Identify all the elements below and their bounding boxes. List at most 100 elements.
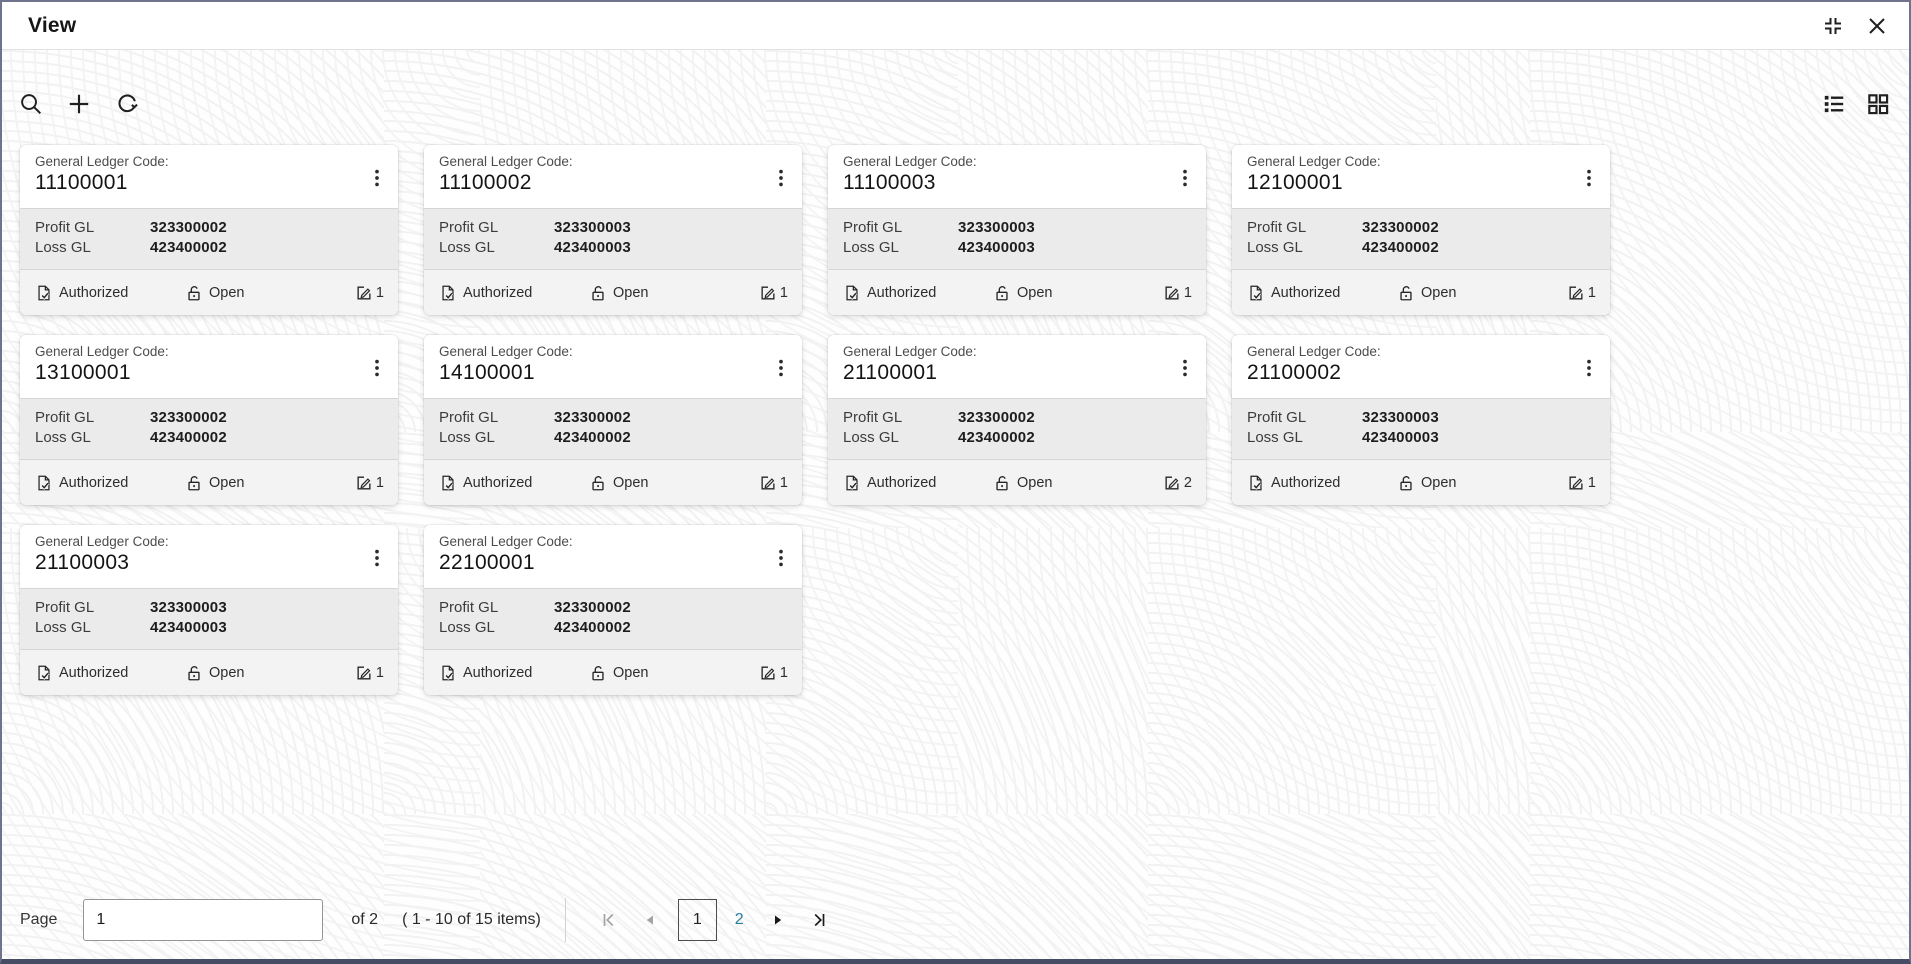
profit-gl-value: 323300003	[554, 219, 631, 236]
edit-count: 1	[759, 284, 788, 302]
gl-card[interactable]: General Ledger Code: 21100003 Profit GL …	[20, 525, 398, 695]
previous-page-button[interactable]	[634, 903, 668, 937]
kebab-menu-icon	[366, 355, 388, 381]
gl-card[interactable]: General Ledger Code: 11100003 Profit GL …	[828, 145, 1206, 315]
search-icon	[18, 91, 44, 117]
kebab-menu-icon	[770, 545, 792, 571]
kebab-menu-button[interactable]	[1170, 161, 1200, 195]
card-header: General Ledger Code: 12100001	[1232, 145, 1610, 208]
gl-card[interactable]: General Ledger Code: 12100001 Profit GL …	[1232, 145, 1610, 315]
gl-code-value: 11100001	[35, 171, 128, 194]
card-footer: Authorized Open	[424, 270, 802, 315]
gl-card[interactable]: General Ledger Code: 14100001 Profit GL …	[424, 335, 802, 505]
pagination-divider	[564, 898, 566, 942]
gl-code-value: 21100001	[843, 361, 938, 384]
edit-icon	[355, 664, 373, 682]
kebab-menu-button[interactable]	[1574, 351, 1604, 385]
kebab-menu-icon	[770, 165, 792, 191]
gl-code-value: 13100001	[35, 361, 131, 384]
current-page-indicator[interactable]: 1	[677, 899, 717, 941]
edit-icon	[355, 474, 373, 492]
kebab-menu-button[interactable]	[766, 541, 796, 575]
record-status-label: Open	[613, 474, 649, 491]
loss-gl-label: Loss GL	[439, 429, 495, 446]
gl-code-label: General Ledger Code:	[843, 154, 977, 169]
gl-card[interactable]: General Ledger Code: 13100001 Profit GL …	[20, 335, 398, 505]
toolbar	[2, 50, 1909, 129]
card-header: General Ledger Code: 13100001	[20, 335, 398, 398]
page-2-link[interactable]: 2	[729, 907, 750, 933]
authorized-icon	[439, 474, 457, 492]
first-page-button[interactable]	[592, 903, 626, 937]
loss-gl-value: 423400002	[150, 429, 227, 446]
authorized-icon	[843, 474, 861, 492]
card-footer: Authorized Open	[424, 460, 802, 505]
profit-gl-value: 323300003	[150, 599, 227, 616]
kebab-menu-button[interactable]	[766, 351, 796, 385]
kebab-menu-button[interactable]	[1170, 351, 1200, 385]
edit-count: 1	[759, 664, 788, 682]
edit-count-value: 1	[779, 284, 788, 301]
card-header: General Ledger Code: 22100001	[424, 525, 802, 588]
search-button[interactable]	[16, 89, 46, 119]
gl-card[interactable]: General Ledger Code: 21100001 Profit GL …	[828, 335, 1206, 505]
record-status-label: Open	[1421, 284, 1457, 301]
kebab-menu-button[interactable]	[1574, 161, 1604, 195]
gl-card[interactable]: General Ledger Code: 11100002 Profit GL …	[424, 145, 802, 315]
unlock-icon	[589, 284, 607, 302]
gl-code-value: 11100002	[439, 171, 532, 194]
loss-gl-value: 423400003	[150, 619, 227, 636]
unlock-icon	[1397, 284, 1415, 302]
kebab-menu-button[interactable]	[362, 161, 392, 195]
edit-count-value: 1	[1183, 284, 1192, 301]
edit-count-value: 1	[375, 284, 384, 301]
kebab-menu-button[interactable]	[362, 351, 392, 385]
unlock-icon	[993, 284, 1011, 302]
gl-card[interactable]: General Ledger Code: 22100001 Profit GL …	[424, 525, 802, 695]
card-footer: Authorized Open	[20, 270, 398, 315]
authorization-status-label: Authorized	[59, 474, 129, 491]
list-view-toggle[interactable]	[1819, 89, 1849, 119]
grid-view-icon	[1865, 91, 1891, 117]
page-title: View	[28, 13, 77, 37]
record-status-label: Open	[1421, 474, 1457, 491]
kebab-menu-icon	[366, 165, 388, 191]
edit-count: 1	[1567, 284, 1596, 302]
unlock-icon	[589, 474, 607, 492]
gl-card[interactable]: General Ledger Code: 11100001 Profit GL …	[20, 145, 398, 315]
page-number-input[interactable]	[83, 899, 324, 941]
add-button[interactable]	[64, 89, 94, 119]
gl-code-label: General Ledger Code:	[35, 154, 169, 169]
profit-gl-label: Profit GL	[1247, 219, 1307, 236]
gl-code-label: General Ledger Code:	[439, 344, 573, 359]
next-page-button[interactable]	[760, 903, 794, 937]
profit-gl-value: 323300002	[554, 409, 631, 426]
loss-gl-value: 423400003	[958, 239, 1035, 256]
close-button[interactable]	[1863, 12, 1891, 40]
refresh-icon	[114, 91, 140, 117]
card-body: Profit GL 323300002 Loss GL 423400002	[20, 208, 398, 270]
last-page-button[interactable]	[802, 903, 836, 937]
grid-view-toggle[interactable]	[1863, 89, 1893, 119]
refresh-button[interactable]	[112, 89, 142, 119]
card-header: General Ledger Code: 11100002	[424, 145, 802, 208]
record-status: Open	[589, 664, 759, 682]
authorized-icon	[35, 664, 53, 682]
record-status: Open	[589, 474, 759, 492]
card-body: Profit GL 323300003 Loss GL 423400003	[1232, 398, 1610, 460]
profit-gl-value: 323300003	[958, 219, 1035, 236]
edit-count: 1	[1567, 474, 1596, 492]
edit-count-value: 1	[375, 664, 384, 681]
kebab-menu-button[interactable]	[362, 541, 392, 575]
collapse-button[interactable]	[1819, 12, 1847, 40]
kebab-menu-button[interactable]	[766, 161, 796, 195]
profit-gl-value: 323300002	[958, 409, 1035, 426]
gl-code-label: General Ledger Code:	[35, 344, 169, 359]
profit-gl-label: Profit GL	[439, 219, 499, 236]
unlock-icon	[185, 664, 203, 682]
gl-card[interactable]: General Ledger Code: 21100002 Profit GL …	[1232, 335, 1610, 505]
previous-page-icon	[641, 910, 661, 930]
authorization-status: Authorized	[843, 474, 993, 492]
edit-icon	[1163, 284, 1181, 302]
